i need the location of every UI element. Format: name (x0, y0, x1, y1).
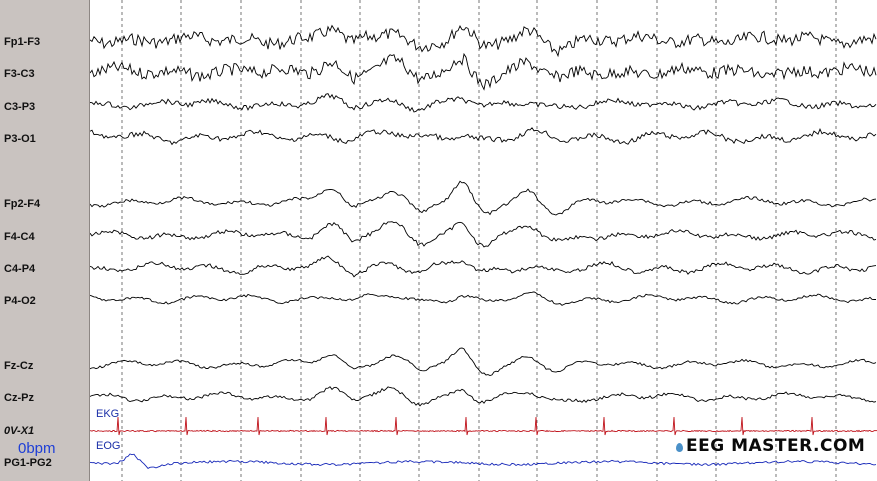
heart-rate-readout: 0bpm (18, 440, 56, 457)
trace-fz-cz (90, 347, 877, 376)
trace-c3-p3 (90, 93, 877, 113)
ekg-tag: EKG (96, 408, 120, 420)
channel-label-p4-o2[interactable]: P4-O2 (4, 295, 36, 307)
channel-label-f3-c3[interactable]: F3-C3 (4, 68, 35, 80)
trace-ekg (90, 416, 877, 436)
channel-label-cz-pz[interactable]: Cz-Pz (4, 392, 34, 404)
trace-f3-c3 (90, 52, 877, 91)
trace-p3-o1 (90, 127, 877, 146)
channel-label-c3-p3[interactable]: C3-P3 (4, 101, 36, 113)
channel-label-fp2-f4[interactable]: Fp2-F4 (4, 198, 41, 210)
trace-cz-pz (90, 386, 877, 407)
drop-icon (676, 443, 683, 452)
trace-f4-c4 (90, 221, 877, 248)
channel-label-ekg[interactable]: 0V-X1 (4, 425, 35, 437)
channel-label-fz-cz[interactable]: Fz-Cz (4, 360, 34, 372)
eog-tag: EOG (96, 440, 121, 452)
channel-label-c4-p4[interactable]: C4-P4 (4, 263, 36, 275)
channel-label-p3-o1[interactable]: P3-O1 (4, 133, 36, 145)
channel-label-fp1-f3[interactable]: Fp1-F3 (4, 36, 41, 48)
logo-text: EEG MASTER.COM (686, 436, 866, 456)
trace-fp2-f4 (90, 180, 877, 216)
trace-c4-p4 (90, 255, 877, 278)
trace-p4-o2 (90, 291, 876, 306)
eeg-trace-area[interactable] (90, 0, 877, 481)
eeg-master-logo: EEG MASTER.COM (676, 436, 865, 456)
channel-label-f4-c4[interactable]: F4-C4 (4, 231, 35, 243)
trace-fp1-f3 (90, 24, 877, 58)
eeg-waveform-canvas (90, 0, 877, 481)
channel-label-eog[interactable]: PG1-PG2 (4, 457, 52, 469)
trace-eog (90, 453, 877, 469)
channel-label-panel: Fp1-F3 F3-C3 C3-P3 P3-O1 Fp2-F4 F4-C4 C4… (0, 0, 90, 481)
